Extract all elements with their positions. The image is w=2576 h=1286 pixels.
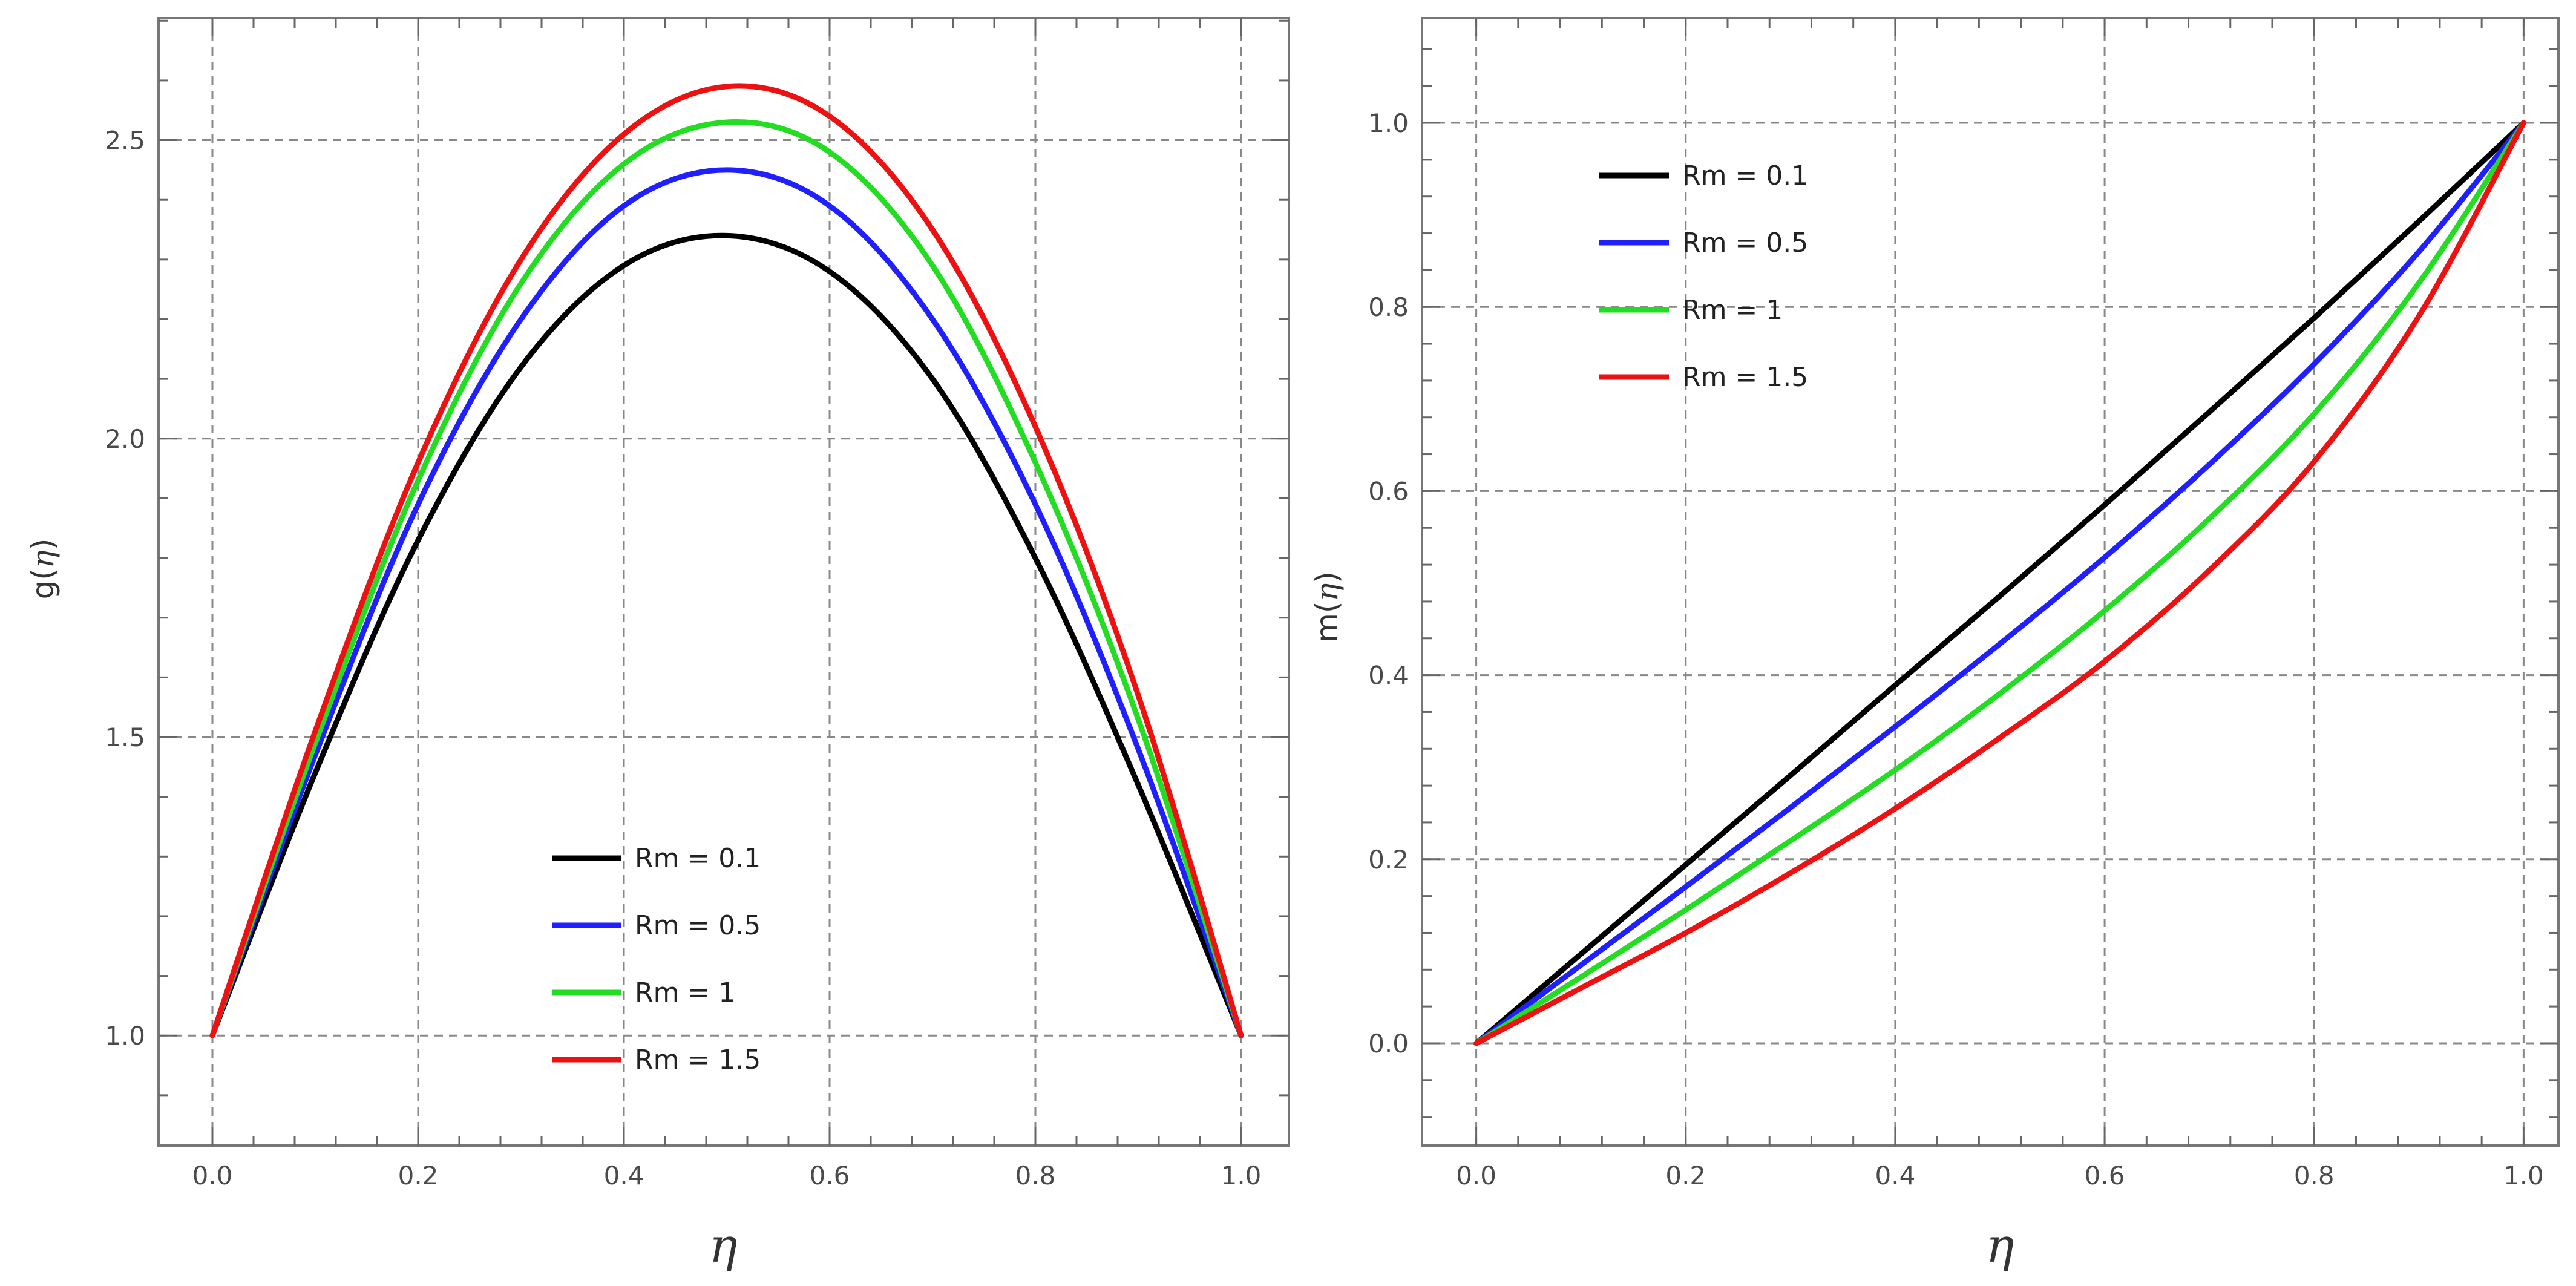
x-tick-label: 0.8: [2294, 1161, 2335, 1190]
legend-item: Rm = 0.5: [1599, 228, 1808, 258]
chart-2-frame: [1421, 17, 2560, 1147]
legend-item: Rm = 1: [552, 977, 735, 1008]
y-tick-label: 1.5: [105, 723, 145, 752]
legend-label: Rm = 1: [1682, 295, 1783, 326]
x-tick-label: 0.4: [1875, 1161, 1916, 1190]
x-tick-label: 0.4: [604, 1161, 644, 1190]
chart-1-legend: Rm = 0.1 Rm = 0.5 Rm = 1 Rm = 1.5: [552, 843, 761, 1075]
x-tick-label: 0.2: [398, 1161, 439, 1190]
y-tick-label: 0.2: [1368, 845, 1409, 874]
x-tick-label: 1.0: [1221, 1161, 1262, 1190]
series-line: [1473, 120, 2526, 1046]
legend-item: Rm = 1.5: [1599, 362, 1808, 393]
chart-1-y-axis-title: g(η): [25, 539, 61, 600]
y-tick-label: 0.0: [1368, 1029, 1409, 1058]
series-line: [209, 119, 1244, 1038]
y-axis-arg: η: [25, 550, 61, 568]
series-line: [209, 83, 1244, 1038]
legend-label: Rm = 0.5: [635, 910, 761, 941]
y-tick-label: 2.0: [105, 424, 145, 454]
x-tick-label: 0.6: [810, 1161, 850, 1190]
x-tick-label: 0.0: [1456, 1161, 1496, 1190]
series-line: [1473, 120, 2526, 1046]
x-tick-label: 0.2: [1665, 1161, 1706, 1190]
y-axis-paren-open: (: [25, 568, 61, 580]
chart-1-grid: [159, 18, 1289, 1146]
y-axis-func: m: [1309, 613, 1345, 643]
legend-item: Rm = 0.1: [552, 843, 761, 874]
legend-item: Rm = 0.1: [1599, 160, 1808, 191]
y-tick-label: 1.0: [105, 1021, 145, 1051]
x-tick-label: 0.0: [192, 1161, 233, 1190]
legend-label: Rm = 1.5: [1682, 362, 1808, 393]
chart-1-series: [209, 83, 1244, 1038]
y-tick-label: 1.0: [1368, 108, 1409, 138]
x-tick-label: 0.6: [2085, 1161, 2125, 1190]
legend-item: Rm = 1.5: [552, 1045, 761, 1075]
chart-1: 0.0 0.2 0.4 0.6 0.8 1.01.01.52.02.5ηg(η)Rm = …: [25, 17, 1290, 1273]
series-line: [1473, 120, 2526, 1046]
chart-1-ticks: [159, 18, 1289, 1146]
legend-label: Rm = 0.5: [1682, 228, 1808, 258]
chart-2-legend: Rm = 0.1 Rm = 0.5 Rm = 1 Rm = 1.5: [1599, 160, 1808, 393]
chart-2-grid: [1422, 18, 2558, 1146]
y-axis-paren-close: ): [25, 539, 61, 551]
y-axis-arg: η: [1309, 583, 1345, 602]
series-line: [209, 167, 1244, 1038]
chart-1-frame: [157, 17, 1290, 1147]
legend-label: Rm = 0.1: [1682, 160, 1808, 191]
chart-1-x-axis-title: η: [709, 1219, 738, 1273]
chart-2-x-axis-title: η: [1986, 1219, 2014, 1273]
chart-2-y-axis-title: m(η): [1309, 571, 1345, 643]
x-tick-label: 1.0: [2503, 1161, 2544, 1190]
y-tick-label: 2.5: [105, 126, 145, 156]
chart-2-series: [1473, 120, 2526, 1046]
y-axis-paren-close: ): [1309, 571, 1345, 583]
x-tick-label: 0.8: [1015, 1161, 1056, 1190]
legend-label: Rm = 0.1: [635, 843, 761, 874]
legend-label: Rm = 1.5: [635, 1045, 761, 1075]
y-tick-label: 0.4: [1368, 661, 1409, 691]
series-line: [1473, 120, 2526, 1046]
y-tick-label: 0.6: [1368, 476, 1409, 506]
chart-2: 0.0 0.2 0.4 0.6 0.8 1.00.00.20.40.60.81.0ηm(η…: [1309, 17, 2560, 1273]
series-line: [209, 232, 1244, 1038]
legend-item: Rm = 1: [1599, 295, 1783, 326]
y-tick-label: 0.8: [1368, 292, 1409, 322]
y-axis-paren-open: (: [1309, 602, 1345, 614]
legend-item: Rm = 0.5: [552, 910, 761, 941]
chart-2-ticks: [1422, 18, 2558, 1146]
y-axis-func: g: [25, 580, 61, 600]
legend-label: Rm = 1: [635, 977, 735, 1008]
